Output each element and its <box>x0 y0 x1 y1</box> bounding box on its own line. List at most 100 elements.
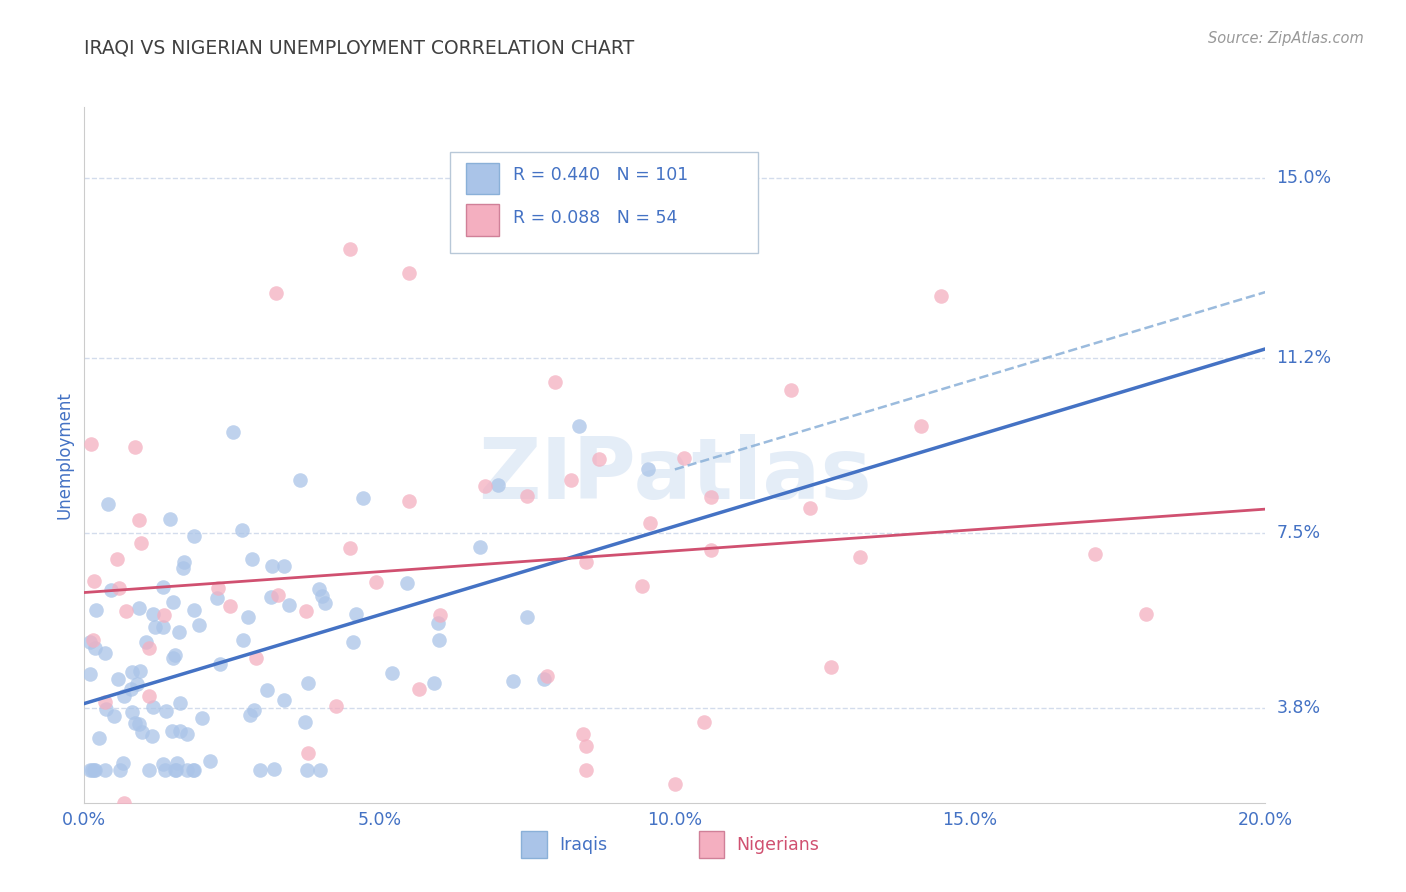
FancyBboxPatch shape <box>450 153 758 253</box>
Point <box>94 763 117 777</box>
Bar <box>465 162 499 194</box>
Point <box>820 660 842 674</box>
Point <box>474 479 496 493</box>
Point <box>575 556 598 570</box>
Point <box>427 632 450 647</box>
Point <box>115 604 138 618</box>
Point <box>176 763 198 777</box>
Point <box>103 709 125 723</box>
Point <box>239 707 262 722</box>
Point <box>108 763 131 777</box>
Point <box>165 648 187 663</box>
Text: 7.5%: 7.5% <box>1277 524 1320 542</box>
Point <box>94 646 117 660</box>
Point <box>83 763 105 777</box>
Text: ZIPatlas: ZIPatlas <box>478 434 872 517</box>
Point <box>408 682 430 697</box>
Point <box>516 610 538 624</box>
Point <box>222 425 245 439</box>
Point <box>544 375 567 389</box>
Point <box>344 607 367 621</box>
Point <box>97 497 120 511</box>
Point <box>572 726 595 740</box>
Text: 11.2%: 11.2% <box>1277 349 1331 367</box>
Point <box>108 582 131 596</box>
Point <box>260 559 283 574</box>
Point <box>176 727 198 741</box>
Point <box>208 657 231 671</box>
Point <box>297 747 319 761</box>
Point <box>339 541 361 555</box>
Point <box>94 695 117 709</box>
Point <box>699 543 721 558</box>
Point <box>848 549 870 564</box>
Point <box>468 540 491 554</box>
Point <box>80 437 103 451</box>
Point <box>700 490 723 504</box>
Point <box>153 607 176 622</box>
Point <box>172 561 194 575</box>
Point <box>142 607 165 621</box>
Point <box>187 618 209 632</box>
Point <box>631 579 654 593</box>
Point <box>693 715 716 730</box>
Point <box>155 704 177 718</box>
Bar <box>465 204 499 235</box>
Point <box>575 763 598 777</box>
Point <box>112 796 135 810</box>
Text: Iraqis: Iraqis <box>560 836 607 854</box>
Point <box>127 676 149 690</box>
Point <box>128 601 150 615</box>
Point <box>290 473 312 487</box>
Point <box>637 461 659 475</box>
Point <box>398 493 420 508</box>
Point <box>638 516 661 531</box>
Point <box>311 589 333 603</box>
Point <box>486 478 509 492</box>
Point <box>929 289 952 303</box>
Y-axis label: Unemployment: Unemployment <box>55 391 73 519</box>
Point <box>198 754 221 768</box>
Point <box>124 441 146 455</box>
Point <box>429 608 451 623</box>
Text: Source: ZipAtlas.com: Source: ZipAtlas.com <box>1208 31 1364 46</box>
Text: R = 0.440   N = 101: R = 0.440 N = 101 <box>513 166 689 185</box>
Point <box>160 724 183 739</box>
Point <box>79 763 101 777</box>
Point <box>107 672 129 686</box>
Point <box>100 583 122 598</box>
Point <box>79 667 101 681</box>
Point <box>205 591 228 605</box>
Point <box>256 682 278 697</box>
Point <box>135 634 157 648</box>
Point <box>266 285 288 300</box>
Point <box>249 763 271 777</box>
Point <box>664 777 686 791</box>
Point <box>231 523 253 537</box>
Point <box>79 634 101 648</box>
Point <box>183 603 205 617</box>
Point <box>294 714 316 729</box>
Point <box>112 689 135 703</box>
Bar <box>699 830 724 858</box>
Point <box>536 669 558 683</box>
Point <box>325 699 347 714</box>
Point <box>502 673 524 688</box>
Point <box>183 763 205 777</box>
Text: Nigerians: Nigerians <box>737 836 820 854</box>
Point <box>308 582 330 597</box>
Point <box>105 552 128 566</box>
Point <box>159 512 181 526</box>
Point <box>138 640 160 655</box>
Point <box>1135 607 1157 621</box>
Point <box>219 599 242 613</box>
Point <box>143 620 166 634</box>
Point <box>84 603 107 617</box>
Point <box>129 664 152 678</box>
Point <box>138 763 160 777</box>
Point <box>83 574 105 588</box>
Point <box>352 491 374 505</box>
Text: IRAQI VS NIGERIAN UNEMPLOYMENT CORRELATION CHART: IRAQI VS NIGERIAN UNEMPLOYMENT CORRELATI… <box>84 39 634 58</box>
Point <box>314 596 336 610</box>
Point <box>84 763 107 777</box>
